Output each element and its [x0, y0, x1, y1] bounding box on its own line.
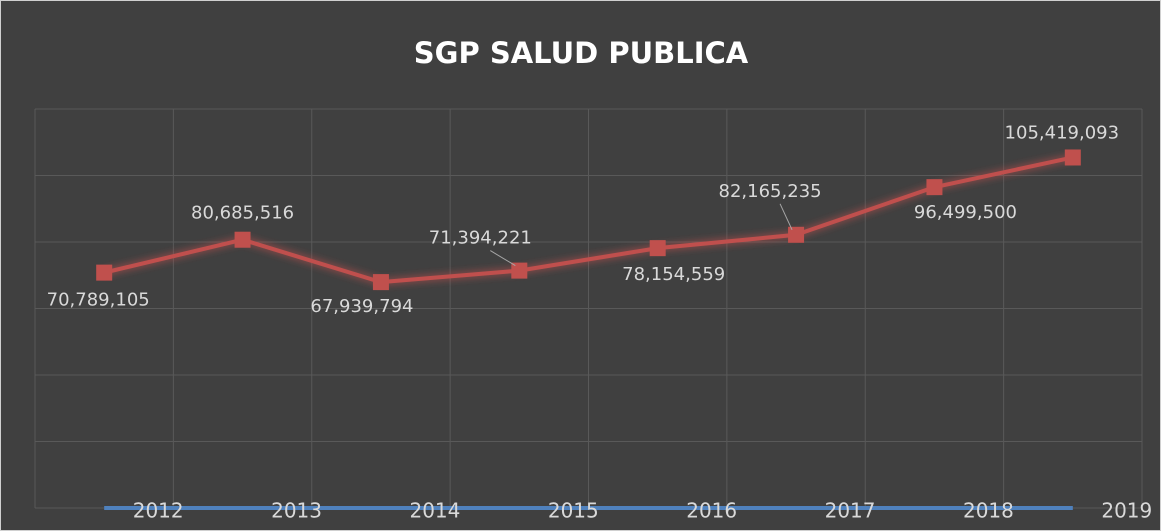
- data-label: 2019: [1101, 498, 1152, 522]
- marker: [96, 264, 113, 281]
- data-label: 78,154,559: [622, 264, 725, 285]
- marker: [926, 179, 943, 196]
- data-label: 2014: [409, 498, 460, 522]
- data-label: 70,789,105: [47, 290, 150, 311]
- data-label: 2012: [133, 498, 184, 522]
- data-label: 2016: [686, 498, 737, 522]
- series-line: [103, 155, 1074, 285]
- data-label: 2013: [271, 498, 322, 522]
- marker: [372, 274, 389, 291]
- data-label: 71,394,221: [429, 228, 532, 249]
- data-label: 96,499,500: [914, 202, 1017, 223]
- chart-title: SGP SALUD PUBLICA: [414, 36, 749, 70]
- marker: [788, 226, 805, 243]
- data-label: 82,165,235: [719, 181, 822, 202]
- marker: [1064, 149, 1081, 166]
- data-label: 2017: [825, 498, 876, 522]
- data-label: 2018: [963, 498, 1014, 522]
- data-label: 67,939,794: [310, 296, 413, 317]
- marker: [511, 262, 528, 279]
- leader-line: [490, 250, 516, 267]
- data-label: 105,419,093: [1005, 122, 1120, 143]
- leader-line: [779, 203, 793, 231]
- marker: [649, 240, 666, 257]
- marker: [234, 231, 251, 248]
- data-label: 80,685,516: [191, 203, 294, 224]
- data-label: 2015: [548, 498, 599, 522]
